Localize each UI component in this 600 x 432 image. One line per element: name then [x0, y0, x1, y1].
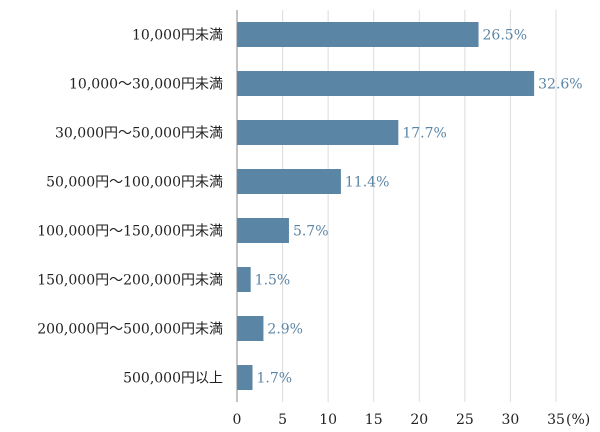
data-label: 32.6%	[538, 77, 582, 93]
bar	[237, 316, 264, 341]
bars	[237, 22, 535, 390]
x-tick-label: 15	[365, 412, 383, 428]
category-label: 10,000〜30,000円未満	[69, 77, 223, 93]
x-tick-label: 0	[233, 412, 242, 428]
category-label: 100,000円〜150,000円未満	[37, 224, 223, 240]
category-label: 10,000円未満	[132, 28, 223, 44]
data-label: 2.9%	[267, 322, 303, 338]
data-label: 1.7%	[256, 371, 292, 387]
data-label: 5.7%	[293, 224, 329, 240]
data-label: 11.4%	[345, 175, 389, 191]
x-tick-label: 5	[278, 412, 287, 428]
data-label: 1.5%	[255, 273, 291, 289]
data-label: 26.5%	[483, 28, 527, 44]
category-label: 30,000円〜50,000円未満	[55, 126, 223, 142]
x-tick-label: 25	[456, 412, 474, 428]
bar	[237, 169, 341, 194]
category-label: 50,000円〜100,000円未満	[46, 175, 223, 191]
bar	[237, 71, 535, 96]
x-tick-label: 20	[410, 412, 428, 428]
category-labels: 10,000円未満 10,000〜30,000円未満 30,000円〜50,000円…	[37, 28, 223, 387]
data-labels: 26.5% 32.6% 17.7% 11.4% 5.7% 1.5% 2.9% 1.7%	[255, 28, 583, 387]
bar	[237, 120, 399, 145]
bar	[237, 365, 253, 390]
x-tick-label: 30	[502, 412, 520, 428]
x-unit-label: (%)	[566, 412, 590, 428]
grid-lines	[282, 10, 557, 402]
x-tick-labels: 0 5 10 15 20 25 30 35	[233, 412, 565, 428]
bar	[237, 218, 289, 243]
data-label: 17.7%	[402, 126, 446, 142]
category-label: 200,000円〜500,000円未満	[37, 322, 223, 338]
category-label: 500,000円以上	[123, 371, 223, 387]
bar	[237, 267, 251, 292]
category-label: 150,000円〜200,000円未満	[37, 273, 223, 289]
x-tick-label: 35	[547, 412, 565, 428]
bar	[237, 22, 479, 47]
x-tick-label: 10	[319, 412, 337, 428]
